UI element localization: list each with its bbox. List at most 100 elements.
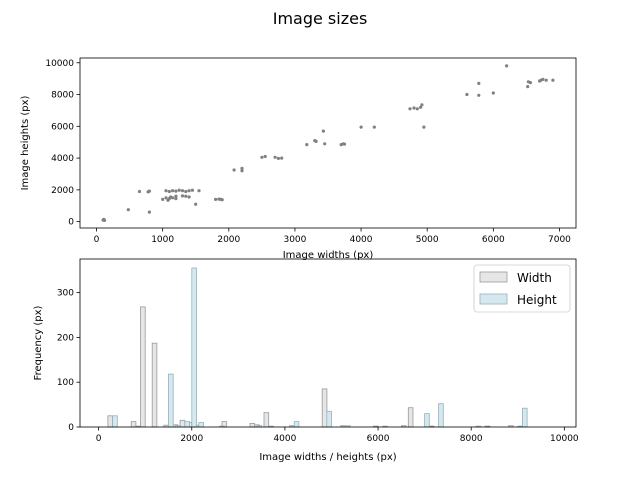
scatter-point bbox=[412, 106, 416, 110]
scatter-point bbox=[260, 155, 264, 159]
scatter-point bbox=[174, 189, 178, 193]
histogram-bar-width bbox=[249, 422, 256, 428]
scatter-point bbox=[477, 93, 481, 97]
scatter-y-axis-label: Image heights (px) bbox=[20, 95, 31, 190]
scatter-point bbox=[526, 85, 530, 89]
scatter-point bbox=[174, 194, 178, 198]
scatter-point bbox=[541, 77, 545, 81]
histogram-panel: 0 2000 4000 6000 8000 10000 0 100 200 300 Image … bbox=[33, 258, 579, 463]
scatter-panel: 0 1000 2000 3000 4000 5000 6000 7000 0 2000 4000 6… bbox=[20, 57, 577, 261]
histogram-bar-width bbox=[140, 306, 146, 428]
scatter-point bbox=[190, 188, 194, 192]
scatter-point bbox=[164, 189, 168, 193]
histogram-bar-height bbox=[438, 403, 444, 428]
histogram-bar-height bbox=[191, 267, 197, 428]
histogram-bar-width bbox=[130, 421, 137, 428]
scatter-x-axis-label: Image widths (px) bbox=[283, 250, 374, 261]
x-tick-label: 7000 bbox=[548, 235, 571, 245]
scatter-point bbox=[126, 208, 130, 212]
scatter-point bbox=[147, 210, 151, 214]
scatter-point bbox=[174, 197, 178, 201]
legend-width-swatch bbox=[479, 271, 508, 283]
x-tick-label: 1000 bbox=[151, 235, 174, 245]
histogram-bar-width bbox=[321, 388, 328, 428]
histogram-axes-frame bbox=[79, 258, 577, 428]
scatter-point bbox=[263, 154, 267, 159]
scatter-point bbox=[194, 202, 198, 206]
scatter-point bbox=[180, 189, 185, 193]
y-tick-label: 200 bbox=[57, 333, 74, 343]
y-tick-label: 6000 bbox=[51, 122, 74, 132]
histogram-bar-height bbox=[522, 407, 528, 428]
histogram-y-axis-label: Frequency (px) bbox=[33, 305, 44, 380]
x-tick-label: 0 bbox=[96, 434, 102, 444]
scatter-point bbox=[505, 64, 509, 68]
x-tick-label: 3000 bbox=[283, 235, 306, 245]
scatter-point bbox=[419, 105, 423, 109]
x-tick-label: 2000 bbox=[180, 434, 203, 444]
scatter-point bbox=[102, 218, 107, 222]
scatter-point bbox=[551, 78, 555, 82]
scatter-point bbox=[184, 189, 188, 194]
scatter-point bbox=[146, 190, 150, 194]
scatter-point bbox=[372, 125, 376, 129]
scatter-point bbox=[491, 91, 495, 95]
legend-width-label: Width bbox=[517, 271, 552, 285]
histogram-bar-height bbox=[293, 421, 300, 428]
scatter-point bbox=[184, 194, 188, 198]
scatter-points bbox=[101, 64, 555, 222]
scatter-point bbox=[408, 107, 412, 111]
scatter-x-ticks: 0 1000 2000 3000 4000 5000 6000 7000 bbox=[94, 228, 571, 245]
scatter-point bbox=[321, 129, 325, 133]
scatter-point bbox=[171, 196, 175, 200]
scatter-point bbox=[342, 142, 347, 146]
scatter-point bbox=[323, 142, 327, 146]
scatter-point bbox=[171, 189, 175, 193]
scatter-point bbox=[280, 156, 284, 160]
histogram-bar-width bbox=[407, 407, 414, 428]
histogram-bars bbox=[107, 267, 528, 428]
scatter-point bbox=[232, 168, 236, 172]
x-tick-label: 8000 bbox=[460, 434, 483, 444]
scatter-point bbox=[137, 189, 142, 194]
x-tick-label: 10000 bbox=[550, 434, 579, 444]
legend-height-swatch bbox=[479, 293, 508, 305]
histogram-bar-height bbox=[184, 421, 190, 428]
x-tick-label: 5000 bbox=[416, 235, 439, 245]
histogram-y-ticks: 0 100 200 300 bbox=[57, 289, 80, 433]
scatter-point bbox=[273, 155, 277, 159]
histogram-bar-height bbox=[326, 410, 332, 428]
scatter-point bbox=[167, 189, 171, 194]
scatter-y-ticks: 0 2000 4000 6000 8000 10000 bbox=[45, 59, 80, 228]
scatter-point bbox=[164, 196, 168, 200]
legend-height-label: Height bbox=[517, 293, 557, 307]
scatter-point bbox=[276, 156, 280, 160]
scatter-point bbox=[415, 107, 419, 111]
histogram-bar-width bbox=[107, 415, 114, 428]
scatter-point bbox=[465, 92, 469, 97]
histogram-x-axis-label: Image widths / heights (px) bbox=[259, 452, 396, 463]
y-tick-label: 0 bbox=[68, 423, 74, 433]
y-tick-label: 2000 bbox=[51, 186, 74, 196]
x-tick-label: 4000 bbox=[350, 235, 373, 245]
scatter-point bbox=[477, 81, 481, 85]
histogram-bar-width bbox=[263, 412, 270, 428]
histogram-bar-height bbox=[198, 422, 204, 428]
scatter-point bbox=[240, 169, 244, 173]
scatter-point bbox=[161, 197, 165, 201]
legend: Width Height bbox=[473, 264, 571, 313]
figure-title: Image sizes bbox=[273, 9, 368, 28]
x-tick-label: 6000 bbox=[367, 434, 390, 444]
scatter-point bbox=[420, 103, 424, 107]
x-tick-label: 2000 bbox=[217, 235, 240, 245]
scatter-point bbox=[187, 195, 191, 199]
y-tick-label: 4000 bbox=[51, 154, 74, 164]
scatter-point bbox=[422, 125, 426, 129]
histogram-bar-height bbox=[424, 413, 430, 428]
scatter-point bbox=[187, 189, 191, 193]
scatter-point bbox=[314, 139, 318, 143]
y-tick-label: 300 bbox=[57, 289, 74, 299]
y-tick-label: 100 bbox=[57, 378, 74, 388]
scatter-point bbox=[544, 78, 548, 82]
scatter-point bbox=[197, 189, 201, 193]
